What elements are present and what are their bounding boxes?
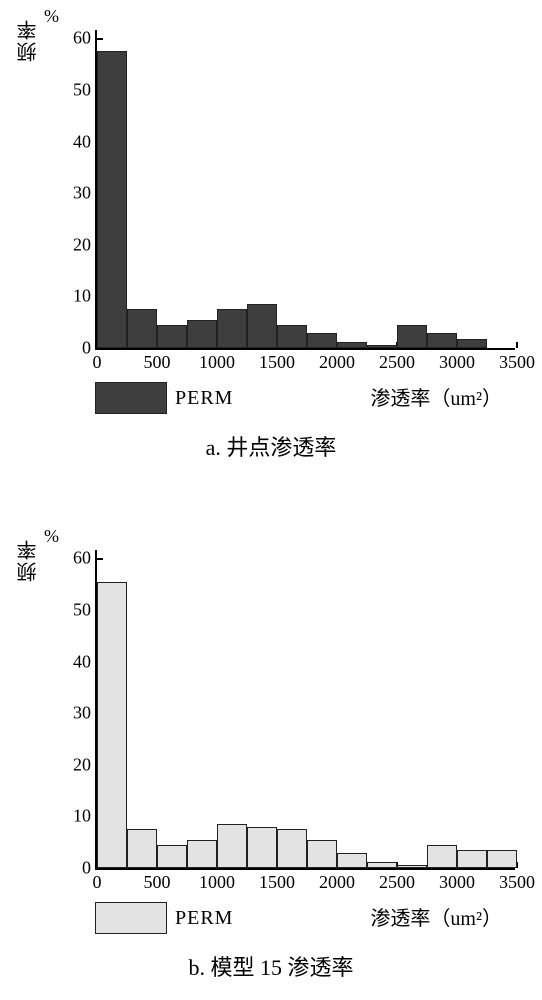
y-tick-label: 20 (73, 754, 97, 775)
histogram-bar (487, 850, 517, 868)
y-axis-unit: % (44, 6, 59, 27)
x-axis-label: 渗透率（um²） (370, 382, 502, 411)
x-tick-label: 1500 (259, 348, 295, 373)
y-tick-label: 60 (73, 28, 97, 49)
y-axis-label: 频率 (14, 538, 43, 582)
histogram-bar (277, 829, 307, 868)
y-tick-label: 50 (73, 79, 97, 100)
x-tick-label: 1500 (259, 868, 295, 893)
legend: PERM (95, 382, 233, 414)
plot-area: 0102030405060050010001500200025003000350… (95, 30, 515, 350)
x-tick-label: 0 (93, 868, 102, 893)
histogram-bar (157, 325, 187, 348)
histogram-bar (397, 865, 427, 868)
histogram-bar (217, 309, 247, 348)
histogram-bar (247, 304, 277, 348)
legend: PERM (95, 902, 233, 934)
x-tick-label: 0 (93, 348, 102, 373)
y-tick-label: 50 (73, 599, 97, 620)
histogram-bar (277, 325, 307, 348)
histogram-bar (247, 827, 277, 868)
histogram-b: 0102030405060050010001500200025003000350… (95, 550, 515, 870)
x-tick-label: 500 (144, 868, 171, 893)
x-tick-label: 3500 (499, 868, 535, 893)
y-tick-label: 10 (73, 806, 97, 827)
y-tick-label: 20 (73, 234, 97, 255)
histogram-bar (427, 845, 457, 868)
histogram-bar (337, 342, 367, 348)
x-tick-label: 1000 (199, 348, 235, 373)
y-tick-label: 30 (73, 703, 97, 724)
histogram-bar (187, 840, 217, 868)
y-tick-label: 40 (73, 131, 97, 152)
histogram-bar (217, 824, 247, 868)
histogram-bar (307, 840, 337, 868)
histogram-bar (337, 853, 367, 868)
histogram-bar (97, 582, 127, 868)
x-tick-label: 1000 (199, 868, 235, 893)
y-tick-label: 40 (73, 651, 97, 672)
histogram-bar (127, 829, 157, 868)
panel-caption: a. 井点渗透率 (0, 430, 542, 462)
y-tick-label: 60 (73, 548, 97, 569)
histogram-bar (307, 333, 337, 348)
y-axis-unit: % (44, 526, 59, 547)
x-tick-label: 2500 (379, 348, 415, 373)
x-tick-label: 2500 (379, 868, 415, 893)
panel-caption: b. 模型 15 渗透率 (0, 950, 542, 982)
legend-swatch (95, 902, 167, 934)
x-tick-label: 3000 (439, 868, 475, 893)
histogram-bar (427, 333, 457, 348)
histogram-bar (97, 51, 127, 348)
x-tick-label: 3500 (499, 348, 535, 373)
histogram-bar (157, 845, 187, 868)
histogram-bar (187, 320, 217, 348)
y-tick-label: 10 (73, 286, 97, 307)
x-tick-label: 2000 (319, 348, 355, 373)
y-axis-label: 频率 (14, 18, 43, 62)
histogram-bar (127, 309, 157, 348)
legend-label: PERM (175, 907, 233, 930)
x-tick-label: 3000 (439, 348, 475, 373)
histogram-bar (457, 850, 487, 868)
histogram-bar (457, 339, 487, 348)
x-tick-label: 2000 (319, 868, 355, 893)
histogram-a: 0102030405060050010001500200025003000350… (95, 30, 515, 350)
legend-label: PERM (175, 387, 233, 410)
plot-area: 0102030405060050010001500200025003000350… (95, 550, 515, 870)
x-tick-label: 500 (144, 348, 171, 373)
histogram-bar (397, 325, 427, 348)
legend-swatch (95, 382, 167, 414)
y-tick-label: 30 (73, 183, 97, 204)
histogram-bar (367, 345, 397, 348)
x-axis-label: 渗透率（um²） (370, 902, 502, 931)
histogram-bar (367, 862, 397, 868)
